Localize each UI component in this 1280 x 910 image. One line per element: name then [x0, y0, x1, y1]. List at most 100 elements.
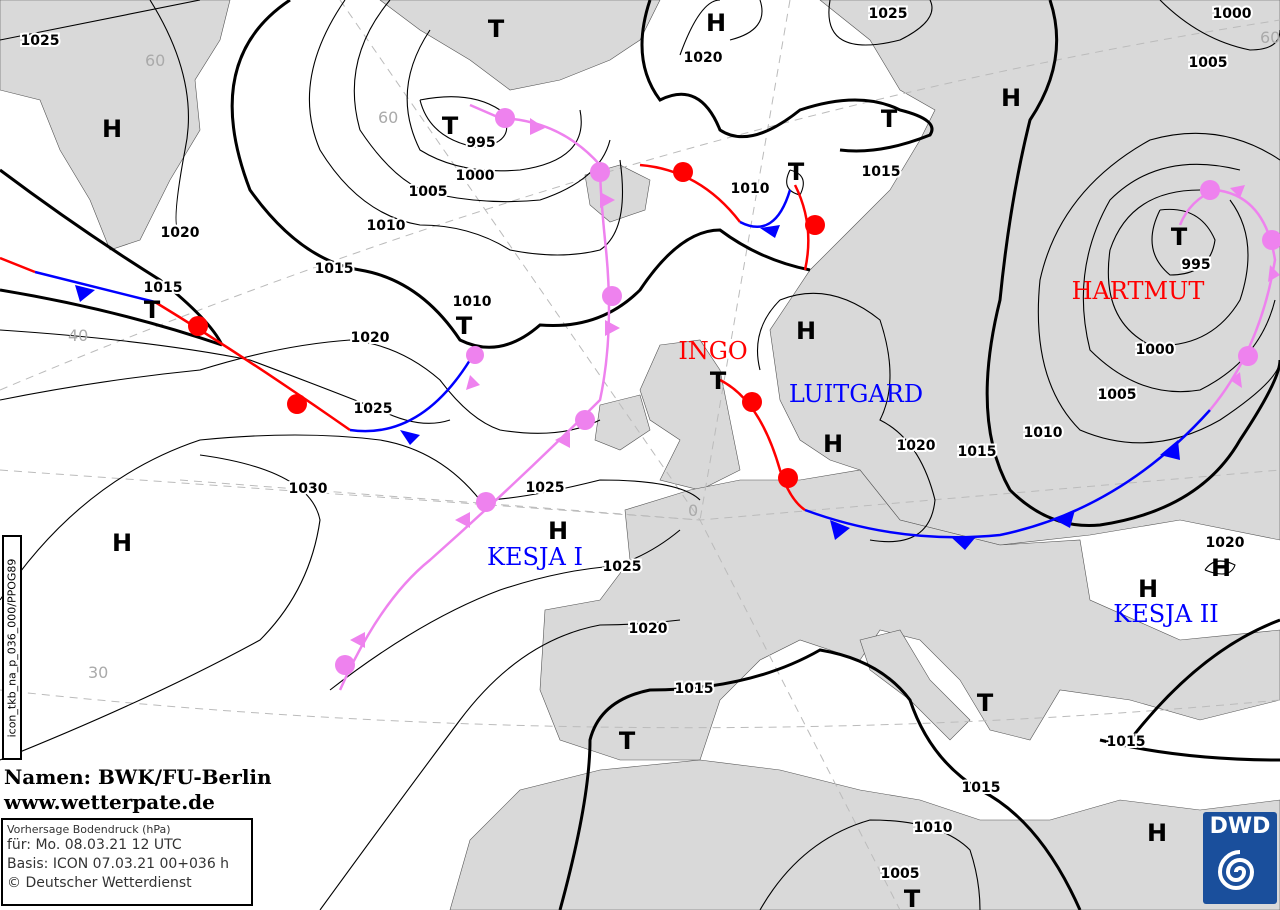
low-pressure-center: T: [1171, 223, 1188, 251]
pressure-centers: H H H H H H H H H H T T T T T T T T T T T: [102, 9, 1231, 910]
occlusion-atlantic: [338, 103, 611, 691]
system-name: KESJA II: [1113, 600, 1218, 628]
isobar-label: 1025: [21, 33, 60, 49]
low-pressure-center: T: [788, 158, 805, 186]
isobar-label: 1015: [144, 280, 183, 296]
system-names: INGO HARTMUT LUITGARD KESJA I KESJA II: [487, 277, 1219, 628]
isobar-label: 1010: [914, 820, 953, 836]
isobar-label: 1015: [315, 261, 354, 277]
continental-europe: [539, 469, 1280, 761]
system-name: KESJA I: [487, 543, 583, 571]
high-pressure-center: H: [706, 9, 726, 37]
info-box: Vorhersage Bodendruck (hPa) für: Mo. 08.…: [1, 818, 253, 906]
isobar-label: 1015: [675, 681, 714, 697]
info-copyright: © Deutscher Wetterdienst: [7, 875, 192, 891]
isobar-label: 1015: [1107, 734, 1146, 750]
high-pressure-center: H: [1138, 575, 1158, 603]
dwd-logo-text: DWD: [1209, 814, 1271, 839]
high-pressure-center: H: [823, 430, 843, 458]
high-pressure-center: H: [548, 517, 568, 545]
isobar-label: 1030: [289, 481, 328, 497]
cold-front-norway: [739, 189, 792, 228]
low-pressure-center: T: [881, 105, 898, 133]
info-valid: für: Mo. 08.03.21 12 UTC: [7, 837, 182, 853]
low-pressure-center: T: [619, 727, 636, 755]
high-pressure-center: H: [796, 317, 816, 345]
cold-front-ingo: [804, 409, 1211, 539]
fronts: [0, 103, 1280, 691]
isobar-label: 1020: [161, 225, 200, 241]
isobar-label: 1010: [453, 294, 492, 310]
low-pressure-center: T: [904, 885, 921, 910]
isobar-label: 1005: [881, 866, 920, 882]
isobar-label: 1020: [897, 438, 936, 454]
africa: [449, 759, 1280, 910]
credit-names: Namen: BWK/FU-Berlin: [4, 765, 272, 789]
isobar-label: 1015: [862, 164, 901, 180]
latitude-label: 40: [68, 326, 88, 345]
info-title: Vorhersage Bodendruck (hPa): [7, 823, 171, 836]
product-code: icon_tkb_na_p_036_000/PPOG89: [5, 558, 19, 737]
isobar-label: 1005: [1098, 387, 1137, 403]
isobar-label: 995: [1181, 257, 1210, 273]
greenland: [0, 0, 231, 251]
low-pressure-center: T: [977, 689, 994, 717]
isobar-label: 1000: [456, 168, 495, 184]
high-pressure-center: H: [1147, 819, 1167, 847]
latitude-label: 60: [145, 51, 165, 70]
isobar-label: 1015: [962, 780, 1001, 796]
isobar-label: 1025: [603, 559, 642, 575]
isobar-label: 1020: [629, 621, 668, 637]
isobar-label: 1015: [958, 444, 997, 460]
isobar-label: 1020: [684, 50, 723, 66]
ireland: [594, 394, 651, 451]
system-name: HARTMUT: [1072, 277, 1205, 305]
isobar-labels: 1025 1020 1015 1030 1025 1020 1015 1010 1005 1000…: [19, 4, 1254, 884]
isobar-label: 1020: [1206, 535, 1245, 551]
isobar-label: 1025: [354, 401, 393, 417]
high-pressure-center: H: [112, 529, 132, 557]
credit-url[interactable]: www.wetterpate.de: [4, 790, 215, 814]
low-pressure-center: T: [442, 112, 459, 140]
low-pressure-center: T: [456, 312, 473, 340]
isobar-label: 1010: [731, 181, 770, 197]
system-name: LUITGARD: [789, 380, 923, 408]
credit: Namen: BWK/FU-Berlin www.wetterpate.de: [4, 765, 272, 815]
high-pressure-center: H: [1001, 84, 1021, 112]
isobar-label: 1025: [869, 6, 908, 22]
isobar-label: 1010: [1024, 425, 1063, 441]
isobar-label: 1000: [1213, 6, 1252, 22]
low-pressure-center: T: [488, 15, 505, 43]
cold-front-atlantic: [34, 270, 472, 433]
latitude-labels: 60 60 60 40 30 0: [68, 28, 1280, 682]
isobar-label: 1010: [367, 218, 406, 234]
latitude-label: 60: [1260, 28, 1280, 47]
warm-front-norway: [639, 163, 810, 271]
isobar-label: 995: [466, 135, 495, 151]
isobar-label: 1020: [351, 330, 390, 346]
isobar-label: 1025: [526, 480, 565, 496]
dwd-logo: DWD: [1203, 812, 1277, 904]
info-base: Basis: ICON 07.03.21 00+036 h: [7, 856, 230, 872]
isobar-label: 1005: [1189, 55, 1228, 71]
greenland-east: [379, 0, 661, 91]
product-code-label: icon_tkb_na_p_036_000/PPOG89: [2, 535, 22, 760]
low-pressure-center: T: [710, 367, 727, 395]
italy: [859, 629, 971, 741]
warm-front-atlantic: [0, 256, 351, 432]
latitude-label: 30: [88, 663, 108, 682]
high-pressure-center: H: [1211, 554, 1231, 582]
latitude-label: 60: [378, 108, 398, 127]
latitude-label: 0: [688, 501, 698, 520]
scandinavia-russia: [769, 0, 1280, 546]
low-pressure-center: T: [144, 296, 161, 324]
isobar-label: 1005: [409, 184, 448, 200]
system-name: INGO: [678, 337, 747, 365]
swirl-icon: [1217, 850, 1255, 890]
isobar-label: 1000: [1136, 342, 1175, 358]
high-pressure-center: H: [102, 115, 122, 143]
